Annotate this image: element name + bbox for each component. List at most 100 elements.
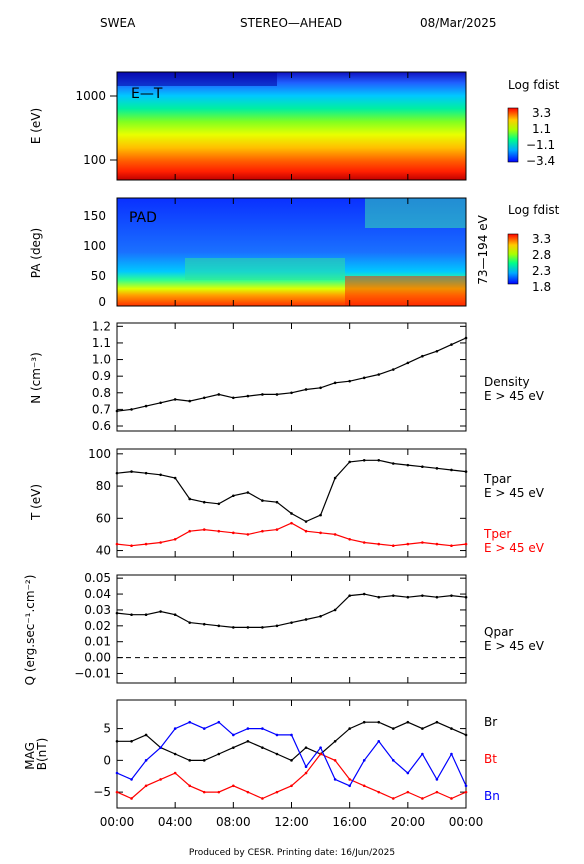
- temperature-tpar-point: [319, 513, 322, 517]
- mag-br-point: [261, 746, 264, 749]
- instrument-title: SWEA: [100, 16, 136, 30]
- heatflux-qpar-point: [348, 594, 351, 597]
- x-tick-label: 00:00: [100, 815, 135, 829]
- mag-frame: [116, 699, 467, 809]
- temperature-tpar-point: [202, 500, 206, 504]
- x-tick-label: 12:00: [274, 815, 309, 829]
- temperature-tper-point: [217, 529, 221, 533]
- heatflux-series-layer: 0.05 0.04 0.03 0.02 0.01 0.00−0.01: [74, 571, 468, 680]
- heatflux-qpar-point: [202, 622, 206, 626]
- mag-bt-point: [159, 778, 162, 781]
- temperature-tper-point: [435, 542, 439, 546]
- heatflux-panel: 0.05 0.04 0.03 0.02 0.01 0.00−0.01 Q (erg.sec…: [23, 571, 545, 685]
- mag-br-point: [173, 752, 177, 756]
- heatflux-ytick-label: −0.01: [74, 666, 111, 680]
- temperature-tper-point: [406, 542, 410, 546]
- heatflux-qpar-point: [450, 594, 453, 597]
- heatflux-qpar-point: [319, 614, 322, 618]
- temperature-ytick-label: 100: [88, 447, 111, 461]
- heatflux-qpar-point: [232, 626, 235, 629]
- density-density-point: [232, 396, 235, 400]
- temperature-series-layer: 100 80 60 40: [88, 447, 468, 558]
- tper-sublabel: E > 45 eV: [484, 541, 545, 555]
- temperature-tper-point: [362, 541, 366, 544]
- x-tick-label: 20:00: [391, 815, 426, 829]
- heatflux-qpar-point: [377, 595, 381, 599]
- density-series-layer: 1.2 1.1 1.0 0.9 0.8 0.7 0.6: [92, 319, 468, 433]
- heatflux-qpar-point: [173, 613, 177, 617]
- density-density-point: [435, 349, 439, 353]
- energy-colorbar: [507, 107, 519, 163]
- density-density-point: [275, 393, 279, 396]
- density-density-point: [144, 404, 148, 408]
- x-tick-label: 00:00: [449, 815, 484, 829]
- mag-br-point: [406, 720, 410, 724]
- mag-bt-point: [450, 797, 453, 800]
- heatflux-ylabel: Q (erg.sec⁻¹.cm⁻²): [23, 575, 37, 686]
- temperature-tper-point: [348, 537, 351, 541]
- temperature-tpar-point: [246, 491, 250, 494]
- temperature-tpar-point: [348, 460, 351, 464]
- mag-bn-point: [173, 727, 177, 730]
- mag-bn-point: [333, 778, 337, 781]
- tpar-label: Tpar: [483, 472, 511, 486]
- temperature-tper-point: [450, 544, 453, 548]
- date-title: 08/Mar/2025: [420, 16, 497, 30]
- spacecraft-title: STEREO—AHEAD: [240, 16, 342, 30]
- mag-br-point: [202, 759, 206, 762]
- density-density-point: [319, 386, 322, 390]
- mag-bt-point: [144, 784, 148, 788]
- qpar-label: Qpar: [484, 625, 513, 639]
- heatflux-ytick-label: 0.04: [84, 587, 111, 601]
- mag-br-point: [435, 720, 439, 724]
- pad-colorbar-tick: 2.8: [532, 248, 551, 262]
- pad-ytick: 100: [83, 239, 106, 253]
- temperature-tper-point: [144, 542, 148, 546]
- mag-bn-point: [421, 752, 424, 756]
- mag-bt-point: [202, 790, 206, 794]
- heatflux-ytick-label: 0.03: [84, 603, 111, 617]
- temperature-tper-point: [377, 542, 381, 546]
- mag-bn-point: [130, 778, 133, 781]
- mag-bt-point: [435, 790, 439, 794]
- mag-bn-point: [362, 759, 366, 762]
- mag-br-point: [290, 759, 293, 762]
- density-ytick-label: 1.2: [92, 319, 111, 333]
- mag-bt-point: [275, 790, 279, 794]
- mag-br-point: [450, 727, 453, 730]
- mag-ytick-label: 5: [103, 722, 111, 736]
- mag-bt-point: [217, 790, 221, 794]
- temperature-tper-point: [173, 537, 177, 541]
- heatflux-qpar-point: [159, 610, 162, 613]
- mag-bn-point: [377, 739, 381, 743]
- bn-label: Bn: [484, 789, 500, 803]
- mag-br-point: [333, 739, 337, 743]
- mag-bt-point: [130, 797, 133, 800]
- temperature-tpar-point: [144, 471, 148, 475]
- heatflux-qpar-point: [246, 626, 250, 629]
- heatflux-qpar-point: [188, 621, 192, 624]
- mag-bt-point: [319, 752, 322, 756]
- mag-bt-point: [232, 784, 235, 788]
- mag-br-point: [217, 752, 221, 756]
- heatflux-qpar-point: [217, 624, 221, 628]
- mag-ytick-label: 0: [103, 753, 111, 767]
- energy-colorbar-title: Log fdist: [508, 78, 560, 92]
- mag-br-line: [117, 721, 467, 762]
- density-density-point: [202, 396, 206, 400]
- pad-ytick: 0: [98, 295, 106, 309]
- heatflux-qpar-point: [362, 592, 366, 596]
- mag-bn-point: [319, 746, 322, 749]
- mag-bn-point: [144, 759, 148, 762]
- mag-ylabel: MAG B(nT): [23, 738, 49, 771]
- temperature-tpar-point: [159, 473, 162, 477]
- mag-bn-point: [464, 784, 468, 788]
- heatflux-qpar-point: [261, 626, 264, 629]
- qpar-sublabel: E > 45 eV: [484, 639, 545, 653]
- br-label: Br: [484, 715, 497, 729]
- temperature-tper-point: [130, 544, 133, 548]
- energy-colorbar-tick: −1.1: [526, 138, 555, 152]
- mag-br-point: [188, 759, 192, 762]
- temperature-tper-point: [333, 533, 337, 536]
- tpar-sublabel: E > 45 eV: [484, 486, 545, 500]
